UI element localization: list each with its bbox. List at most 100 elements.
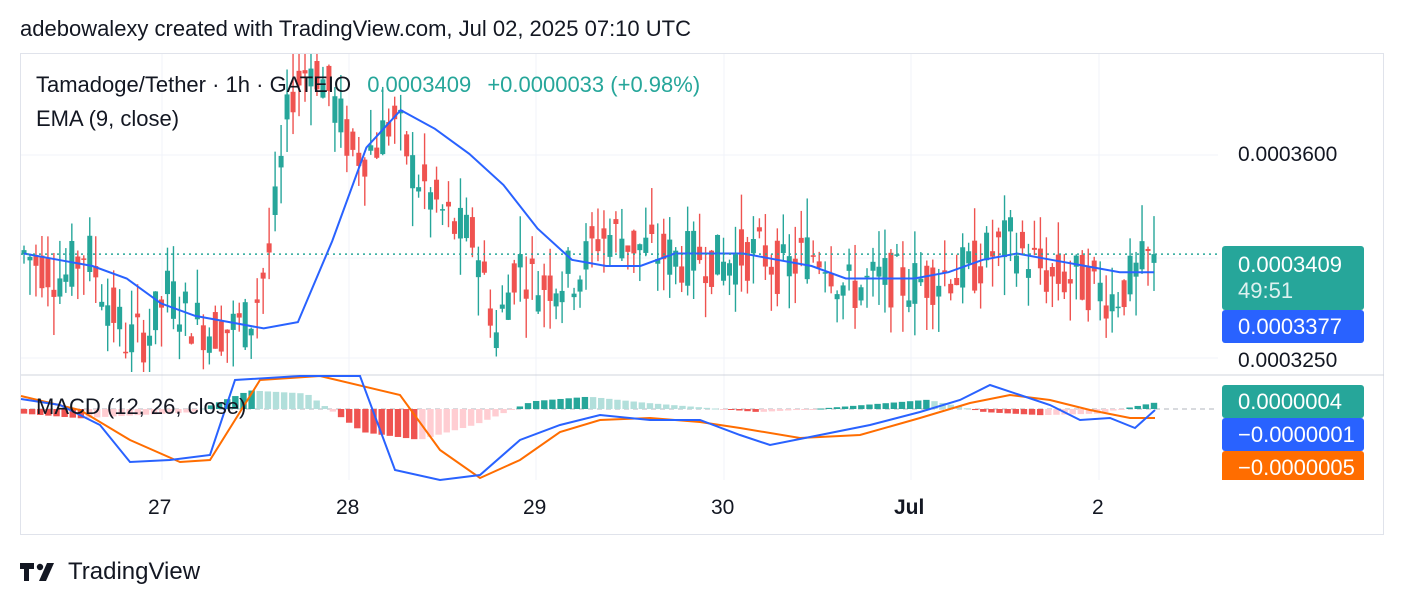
candle-body [1049, 266, 1055, 277]
candle-body [756, 227, 762, 232]
candle-body [990, 251, 996, 257]
macd-histogram-bar [61, 409, 68, 417]
macd-histogram-bar [833, 407, 841, 409]
macd-histogram-bar [679, 405, 686, 409]
macd-histogram-bar [28, 409, 36, 415]
candle-body [188, 336, 194, 344]
macd-histogram-bar [467, 409, 475, 426]
candle-body [738, 229, 744, 266]
macd-histogram-bar [963, 408, 971, 410]
candle-body [212, 312, 218, 349]
macd-histogram-bar [606, 398, 613, 409]
macd-histogram-bar [427, 409, 434, 437]
candle-body [768, 266, 774, 275]
candle-body [392, 105, 398, 120]
candle-body [547, 275, 553, 301]
candle-body [1067, 279, 1073, 284]
chart-frame[interactable] [20, 53, 1384, 535]
macd-histogram-bar [402, 409, 410, 439]
candle-body [523, 289, 529, 299]
candle-body [517, 254, 523, 268]
candle-body [816, 261, 822, 268]
candle-body [535, 295, 541, 312]
candle-body [798, 237, 804, 243]
macd-histogram-bar [1150, 402, 1158, 409]
candle-body [619, 238, 625, 259]
price-axis-label: 0.0003250 [1238, 349, 1338, 372]
macd-histogram-bar [614, 399, 621, 409]
macd-histogram-bar [110, 409, 117, 417]
macd-histogram-bar [817, 408, 824, 410]
candle-body [1151, 254, 1157, 263]
bar-countdown: 49:51 [1238, 278, 1294, 303]
macd-histogram-bar [768, 409, 776, 412]
macd-histogram-bar [102, 409, 109, 417]
ema-value-tag: 0.0003377 [1222, 310, 1364, 343]
macd-histogram-bar [118, 409, 125, 417]
macd-histogram-bar [435, 409, 442, 435]
candle-body [147, 335, 153, 346]
macd-histogram-bar [207, 405, 215, 409]
symbol-title[interactable]: Tamadoge/Tether · 1h · GATEIO [36, 72, 352, 97]
candle-body [170, 281, 176, 319]
macd-histogram-bar [630, 401, 637, 409]
macd-histogram-bar [45, 409, 52, 416]
macd-histogram-bar [825, 407, 833, 409]
macd-histogram-bar [915, 400, 922, 409]
macd-histogram-bar [744, 409, 751, 412]
candle-body [1133, 262, 1139, 277]
candle-body [111, 287, 117, 323]
candle-body [200, 325, 206, 351]
candle-body [1127, 255, 1133, 295]
candle-body [774, 240, 780, 294]
tradingview-logo-icon [20, 563, 54, 581]
candle-body [643, 237, 649, 253]
candle-body [39, 255, 45, 289]
candle-body [481, 261, 487, 273]
macd-histogram-bar [53, 409, 60, 417]
macd-histogram-bar [199, 408, 207, 410]
ema-legend[interactable]: EMA (9, close) [36, 106, 180, 131]
candle-body [1085, 267, 1091, 311]
macd-histogram-bar [126, 409, 133, 416]
candle-body [218, 321, 224, 352]
macd-histogram-bar [183, 409, 190, 413]
macd-histogram-bar [159, 409, 166, 414]
candle-body [541, 275, 547, 290]
macd-histogram-bar [443, 409, 450, 433]
candle-body [894, 254, 900, 256]
candle-body [404, 134, 410, 157]
macd-histogram-bar [362, 409, 369, 433]
legend-symbol-row: Tamadoge/Tether · 1h · GATEIO 0.0003409 … [36, 72, 700, 98]
candle-body [51, 289, 57, 297]
candle-body [99, 301, 105, 307]
macd-histogram-bar [329, 409, 337, 412]
macd-histogram-bar [646, 403, 654, 409]
macd-histogram-bar [77, 409, 85, 419]
candle-body [1031, 247, 1037, 250]
macd-histogram-bar [557, 398, 564, 409]
candle-body [529, 258, 535, 265]
candle-body [206, 336, 212, 353]
candle-body [840, 285, 846, 296]
macd-histogram-bar [500, 409, 507, 414]
candle-body [350, 131, 356, 150]
macd-histogram-bar [20, 409, 28, 414]
candle-body [625, 245, 631, 252]
macd-histogram-bar [793, 409, 800, 411]
macd-hist-tag: 0.0000004 [1222, 385, 1364, 418]
candle-body [571, 293, 577, 298]
candle-body [1145, 248, 1151, 252]
macd-histogram-bar [240, 392, 247, 409]
macd-legend[interactable]: MACD (12, 26, close) [36, 394, 247, 419]
candle-body [1139, 241, 1145, 270]
macd-histogram-bar [354, 409, 361, 429]
macd-histogram-bar [850, 405, 857, 409]
macd-histogram-bar [1102, 409, 1109, 413]
macd-histogram-bar [1134, 405, 1141, 409]
macd-histogram-bar [1118, 409, 1125, 410]
time-tick-month: Jul [894, 496, 925, 519]
candle-body [996, 231, 1002, 238]
macd-histogram-bar [1085, 409, 1093, 414]
